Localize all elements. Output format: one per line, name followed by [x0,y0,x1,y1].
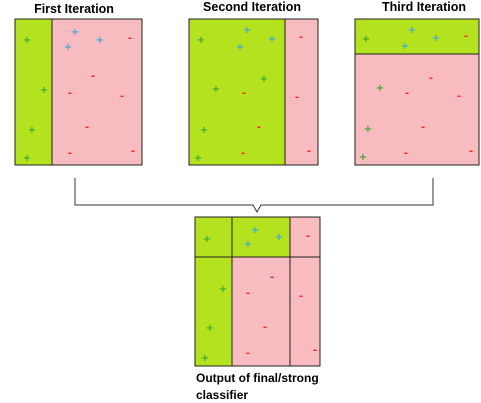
output-panel [194,216,321,367]
negative-sample: - [299,291,303,302]
positive-sample: + [243,25,251,36]
positive-sample: + [401,41,409,52]
second-iteration-panel [188,18,319,166]
positive-sample: + [219,284,227,295]
positive-sample: + [212,84,220,95]
positive-sample: + [194,153,202,164]
negative-sample: - [313,345,317,356]
negative-sample: - [246,288,250,299]
panel-border [188,18,319,166]
first-iteration-title: First Iteration [34,2,114,16]
negative-region [52,19,142,165]
negative-sample: - [270,272,274,283]
negative-sample: - [68,148,72,159]
negative-sample: - [131,146,135,157]
positive-sample: + [197,35,205,46]
negative-sample: - [120,91,124,102]
positive-sample: + [359,152,367,163]
negative-sample: - [469,146,473,157]
positive-sample: + [206,323,214,334]
negative-sample: - [128,33,132,44]
panel-border [194,216,321,367]
sample-points: + + + + + + + - - - - - - - + + + + + + + + - - - - - - + + + + + + + - - - - -… [23,25,473,364]
negative-sample: - [464,31,468,42]
positive-sample: + [203,234,211,245]
positive-sample: + [364,124,372,135]
positive-region [189,19,285,165]
positive-region [355,19,479,54]
negative-sample: - [85,122,89,133]
positive-sample: + [251,225,259,236]
negative-sample: - [429,73,433,84]
negative-sample: - [405,88,409,99]
positive-sample: + [23,35,31,46]
negative-region [355,54,479,165]
output-subtitle: classifier [196,388,248,402]
negative-sample: - [421,122,425,133]
negative-sample: - [241,148,245,159]
positive-sample: + [268,34,276,45]
negative-sample: - [306,231,310,242]
positive-sample: + [432,33,440,44]
negative-sample: - [307,146,311,157]
third-iteration-panel [354,18,480,166]
second-iteration-title: Second Iteration [203,0,301,14]
positive-sample: + [376,83,384,94]
negative-sample: - [299,32,303,43]
positive-sample: + [200,125,208,136]
panel-border [354,18,480,166]
positive-region [195,257,232,366]
positive-sample: + [40,85,48,96]
negative-sample: - [404,148,408,159]
negative-sample: - [91,71,95,82]
output-title: Output of final/strong [196,371,319,385]
negative-sample: - [68,88,72,99]
positive-sample: + [244,239,252,250]
positive-sample: + [23,153,31,164]
negative-sample: - [457,91,461,102]
third-iteration-title: Third Iteration [382,0,466,14]
negative-sample: - [257,122,261,133]
positive-sample: + [28,125,36,136]
combine-bracket [74,178,434,214]
positive-sample: + [260,74,268,85]
positive-sample: + [362,34,370,45]
negative-region [290,217,320,257]
positive-region [15,19,52,165]
positive-sample: + [275,232,283,243]
negative-region [232,257,320,366]
positive-sample: + [64,42,72,53]
negative-sample: - [295,92,299,103]
panel-border [14,18,143,166]
negative-sample: - [242,88,246,99]
positive-sample: + [236,42,244,53]
negative-region [285,19,318,165]
positive-sample: + [71,27,79,38]
negative-sample: - [263,322,267,333]
first-iteration-panel [14,18,143,166]
positive-sample: + [408,25,416,36]
positive-sample: + [96,35,104,46]
positive-sample: + [201,353,209,364]
negative-sample: - [246,348,250,359]
